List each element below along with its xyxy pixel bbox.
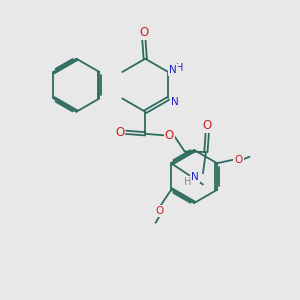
Text: O: O	[235, 155, 243, 165]
Text: O: O	[203, 119, 212, 132]
Text: O: O	[115, 126, 124, 139]
Text: N: N	[169, 64, 176, 75]
Text: O: O	[139, 26, 148, 39]
Text: O: O	[155, 206, 164, 216]
Text: H: H	[176, 63, 183, 73]
Text: N: N	[191, 172, 199, 182]
Text: H: H	[184, 176, 191, 187]
Text: N: N	[171, 97, 178, 107]
Text: O: O	[165, 129, 174, 142]
